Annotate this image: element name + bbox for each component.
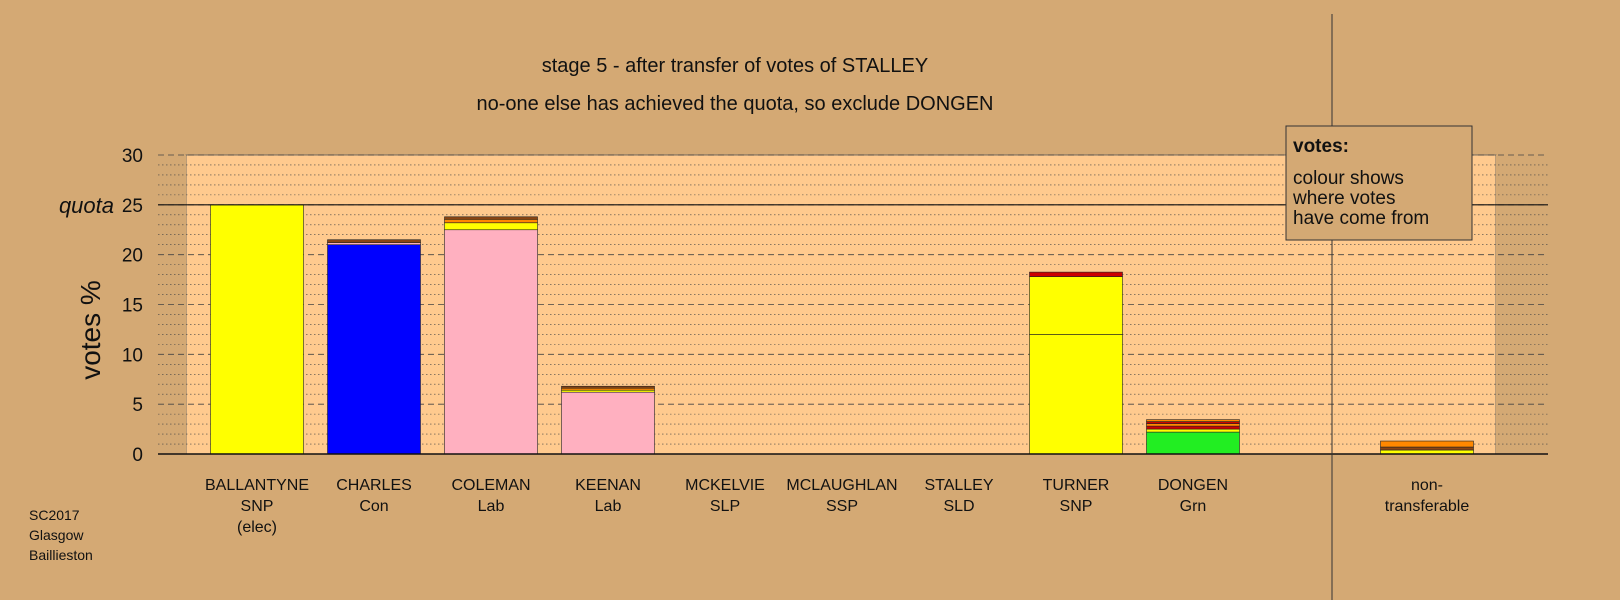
- bar-segment: [1146, 431, 1240, 455]
- category-label: CHARLES: [336, 477, 412, 494]
- category-label: Grn: [1180, 498, 1207, 515]
- bar-segment: [444, 222, 538, 231]
- bar-segment: [444, 218, 538, 224]
- footer: SC2017 Glasgow Baillieston: [29, 507, 93, 563]
- category-label: SSP: [826, 498, 858, 515]
- category-label: SNP: [241, 498, 274, 515]
- chart-subtitle: no-one else has achieved the quota, so e…: [477, 93, 994, 115]
- legend-line-1: colour shows: [1293, 168, 1404, 189]
- legend-box: [1285, 125, 1473, 241]
- category-labels: BALLANTYNE SNP (elec) CHARLES Con COLEMAN Lab K…: [205, 477, 1469, 536]
- category-label: Lab: [595, 498, 622, 515]
- bar-segment: [327, 244, 421, 455]
- bar-segment: [1146, 419, 1240, 422]
- bar-segment: [1380, 446, 1474, 451]
- legend-line-3: have come from: [1293, 208, 1429, 229]
- category-label: Con: [359, 498, 388, 515]
- bar-segment: [1146, 423, 1240, 427]
- y-tick-label: 15: [122, 296, 143, 317]
- footer-line-1: SC2017: [29, 507, 80, 523]
- bar-segment: [561, 385, 655, 389]
- bar-segment: [444, 229, 538, 455]
- category-label: non-: [1411, 477, 1443, 494]
- category-label: MCLAUGHLAN: [786, 477, 897, 494]
- category-label: (elec): [237, 519, 277, 536]
- legend-line-2: where votes: [1292, 188, 1395, 209]
- quota-label: quota: [59, 193, 114, 218]
- y-tick-labels: 0 5 10 15 20 25 30: [122, 146, 143, 466]
- bar-segment: [210, 204, 304, 455]
- legend-title: votes:: [1293, 136, 1349, 157]
- bar-segment: [1146, 428, 1240, 433]
- category-label: STALLEY: [924, 477, 993, 494]
- category-label: DONGEN: [1158, 477, 1228, 494]
- bar-segment: [1029, 334, 1123, 455]
- y-axis-label: votes %: [75, 280, 106, 380]
- y-tick-label: 10: [122, 345, 143, 366]
- y-tick-label: 30: [122, 146, 143, 167]
- y-tick-label: 25: [122, 196, 143, 217]
- bar-segment: [1029, 276, 1123, 335]
- category-label: BALLANTYNE: [205, 477, 309, 494]
- y-tick-label: 20: [122, 246, 143, 267]
- y-tick-label: 0: [132, 445, 143, 466]
- bar-segment: [1029, 271, 1123, 277]
- bar-segment: [561, 391, 655, 455]
- footer-line-3: Baillieston: [29, 547, 93, 563]
- category-label: SLD: [943, 498, 974, 515]
- category-label: SLP: [710, 498, 740, 515]
- category-label: COLEMAN: [451, 477, 530, 494]
- bar-segment: [1380, 440, 1474, 448]
- y-tick-label: 5: [132, 395, 143, 416]
- category-label: transferable: [1385, 498, 1470, 515]
- category-label: TURNER: [1043, 477, 1110, 494]
- bar-segment: [444, 216, 538, 220]
- bar-segment: [327, 239, 421, 244]
- category-label: Lab: [478, 498, 505, 515]
- chart-title: stage 5 - after transfer of votes of STA…: [542, 55, 928, 77]
- category-label: KEENAN: [575, 477, 641, 494]
- category-label: MCKELVIE: [685, 477, 765, 494]
- footer-line-2: Glasgow: [29, 527, 84, 543]
- category-label: SNP: [1060, 498, 1093, 515]
- legend: votes: colour shows where votes have com…: [1285, 125, 1473, 241]
- bar-segment: [1146, 425, 1240, 430]
